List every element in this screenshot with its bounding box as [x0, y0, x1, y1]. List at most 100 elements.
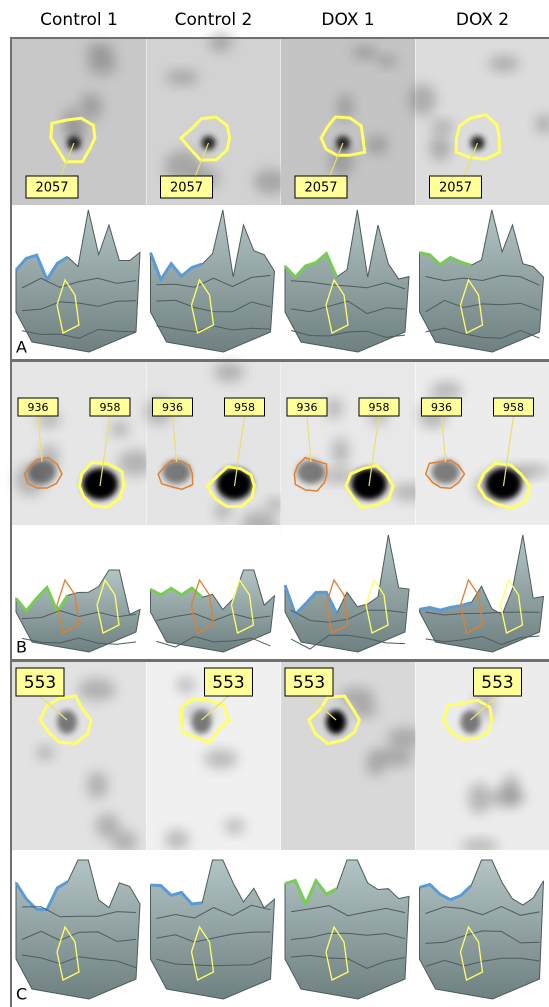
- spot-label-box: [294, 175, 348, 199]
- spot-label-box: [15, 667, 65, 697]
- spot-label: 958: [100, 401, 121, 414]
- gel-image: [12, 362, 146, 525]
- gel-background-spot: [164, 829, 190, 850]
- surface-spot: [325, 278, 349, 334]
- surface-spot: [459, 925, 484, 981]
- spot-outline: [157, 459, 194, 491]
- gel-background-spot: [87, 771, 108, 800]
- surface-edge: [419, 882, 473, 902]
- gel-background-spot: [111, 830, 138, 853]
- spot-outline: [38, 694, 93, 745]
- surface-ridge: [290, 954, 406, 969]
- spot-label-box: [421, 397, 462, 417]
- spot-outline: [441, 698, 494, 741]
- gel-background-spot: [208, 32, 233, 52]
- spot-label: 553: [481, 673, 513, 693]
- surface-edge: [149, 252, 203, 284]
- leader-line: [39, 695, 68, 721]
- panel-label: A: [16, 338, 27, 357]
- gel-background-spot: [117, 449, 153, 477]
- surface-edge: [14, 880, 69, 912]
- spot-label: 553: [24, 673, 56, 693]
- surface-ridge: [290, 280, 406, 290]
- spot-outline: [178, 115, 232, 162]
- surface-ridge: [21, 930, 137, 942]
- protein-spot: [431, 460, 460, 484]
- gel-background-spot: [62, 107, 81, 138]
- spot-outline: [476, 461, 532, 510]
- leader-line: [37, 415, 43, 463]
- leader-line: [99, 415, 111, 487]
- surface-ridge: [425, 906, 540, 916]
- surface-ridge: [425, 957, 540, 967]
- surface-ridge: [21, 906, 137, 918]
- surface-ridge: [21, 954, 137, 969]
- spot-label-box: [473, 667, 522, 697]
- surface-ridge: [156, 635, 271, 648]
- gel-background-spot: [77, 678, 116, 701]
- gel-background-spot: [164, 150, 202, 182]
- protein-spot: [297, 460, 325, 484]
- surface-spot: [56, 278, 80, 334]
- surface-ridge: [21, 610, 137, 620]
- top-border: [10, 37, 549, 39]
- spot-outline: [344, 463, 395, 510]
- spot-label-box: [17, 397, 59, 417]
- surface-ridge: [290, 932, 406, 940]
- protein-spot: [28, 460, 56, 484]
- surface-edge: [14, 584, 69, 615]
- spot-outline: [454, 113, 501, 161]
- surface-spot: [459, 578, 484, 634]
- gel-background-spot: [79, 92, 103, 121]
- surface-spot: [190, 925, 215, 981]
- spot-label: 2057: [304, 181, 337, 196]
- gel-background-spot: [487, 56, 520, 72]
- leader-line: [306, 415, 312, 463]
- leader-line: [502, 415, 515, 487]
- spot-label-box: [89, 397, 131, 417]
- gel-background-spot: [430, 119, 455, 133]
- leader-line: [368, 415, 380, 487]
- spot-label-box: [429, 175, 482, 199]
- gel-background-spot: [336, 93, 354, 121]
- spot-label-box: [160, 175, 213, 199]
- leader-line: [201, 695, 229, 721]
- gel-background-spot: [429, 134, 451, 162]
- spot-label-box: [204, 667, 253, 697]
- surface-edge: [284, 877, 338, 908]
- surface-ridge: [425, 274, 540, 286]
- surface-ridge: [156, 904, 271, 919]
- surface-spot: [325, 925, 349, 981]
- surface-ridge: [425, 930, 540, 944]
- spot-label: 958: [503, 401, 524, 414]
- leader-line: [440, 415, 447, 463]
- surface-ridge: [290, 330, 406, 338]
- spot-outline: [49, 116, 97, 164]
- surface-ridge: [290, 905, 406, 917]
- left-border: [10, 38, 12, 1007]
- surface-edge: [149, 586, 204, 599]
- surface-ridge: [156, 956, 271, 967]
- spot-label: 936: [28, 401, 49, 414]
- surface-spot: [365, 578, 389, 634]
- spot-label-box: [25, 175, 79, 199]
- surface-spot: [190, 578, 215, 634]
- surface-ridge: [21, 300, 137, 312]
- column-header: DOX 1: [321, 10, 374, 30]
- gel-background-spot: [430, 381, 463, 400]
- gel-background-spot: [213, 362, 245, 382]
- spot-outline: [424, 459, 466, 489]
- gel-image: [281, 362, 415, 525]
- spot-label-box: [286, 397, 328, 417]
- leader-line: [171, 415, 178, 463]
- spot-label: 958: [234, 401, 255, 414]
- spot-label-box: [224, 397, 265, 417]
- surface-ridge: [156, 299, 271, 313]
- surface-edge: [419, 601, 472, 612]
- spot-label-box: [358, 397, 400, 417]
- spot-label: 553: [293, 673, 325, 693]
- surface-edge: [14, 253, 69, 283]
- spot-label: 2057: [35, 181, 68, 196]
- surface-ridge: [21, 328, 137, 339]
